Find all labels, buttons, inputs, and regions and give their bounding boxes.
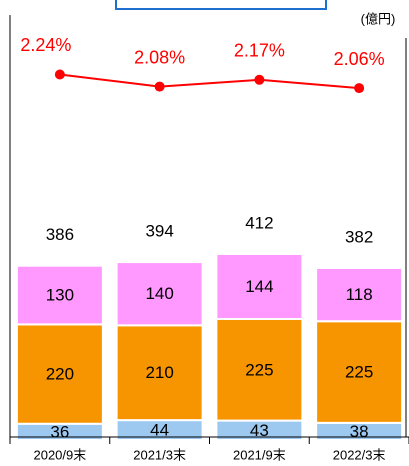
line-point — [54, 69, 65, 80]
line-point — [154, 81, 165, 92]
bar-value-label: 210 — [145, 363, 173, 382]
line-value-label: 2.08% — [134, 47, 185, 67]
header-box — [115, 0, 327, 10]
x-tick-label: 2021/9末 — [233, 447, 286, 462]
bar-segment — [215, 252, 304, 320]
bar-segment — [115, 261, 204, 327]
bar-segment — [115, 324, 204, 422]
line-value-label: 2.06% — [334, 49, 385, 69]
bar-value-label: 44 — [150, 421, 169, 440]
bar-value-label: 225 — [345, 363, 373, 382]
total-label: 386 — [46, 225, 74, 244]
total-label: 394 — [145, 222, 173, 241]
line-point — [254, 74, 265, 85]
bar-segment — [15, 264, 104, 326]
unit-label: (億円) — [361, 11, 396, 26]
bar-segment — [315, 266, 404, 323]
bar-value-label: 220 — [46, 365, 74, 384]
x-tick-label: 2021/3末 — [133, 447, 186, 462]
bar-segment — [215, 317, 304, 422]
line-point — [354, 83, 365, 94]
x-tick-label: 2022/3末 — [333, 447, 386, 462]
line-value-label: 2.17% — [234, 41, 285, 61]
bar-value-label: 144 — [245, 277, 273, 296]
bar-value-label: 38 — [350, 422, 369, 441]
bar-segment — [315, 320, 404, 424]
bar-value-label: 118 — [346, 285, 373, 304]
bar-value-label: 130 — [46, 286, 74, 305]
bar-value-label: 140 — [145, 284, 173, 303]
bar-segment — [15, 323, 104, 425]
line-series — [59, 73, 360, 90]
total-label: 382 — [345, 227, 373, 246]
total-label: 412 — [245, 213, 273, 232]
line-value-label: 2.24% — [20, 35, 71, 55]
bar-value-label: 225 — [245, 360, 273, 379]
x-tick-label: 2020/9末 — [33, 447, 86, 462]
bar-value-label: 36 — [50, 422, 69, 441]
bar-value-label: 43 — [250, 421, 269, 440]
